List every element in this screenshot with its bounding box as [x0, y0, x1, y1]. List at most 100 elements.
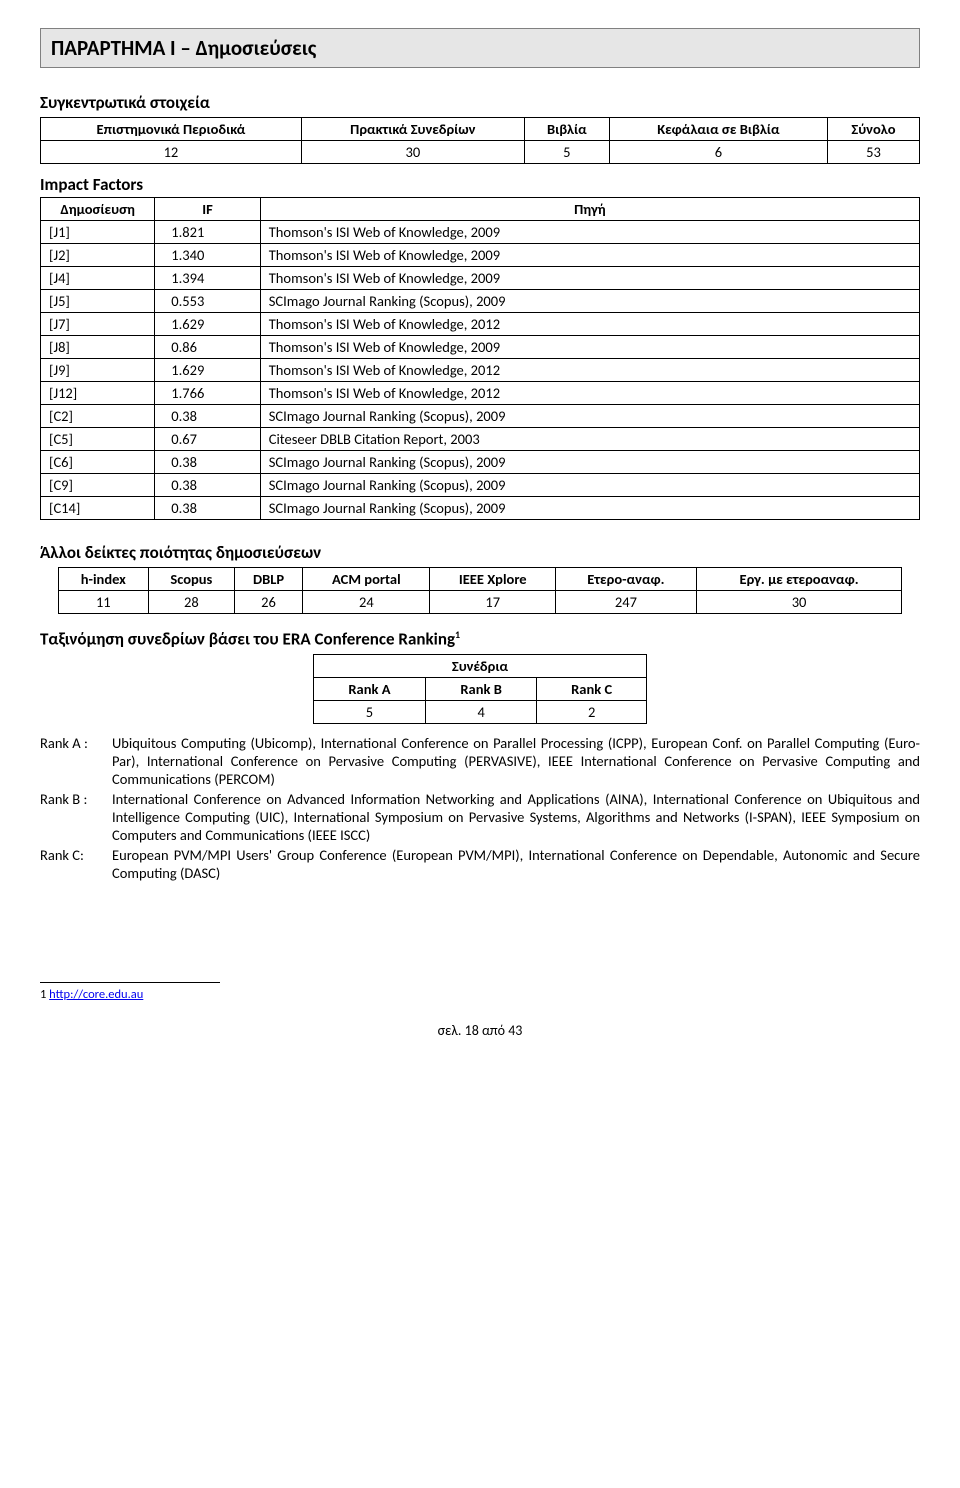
cell: Thomson's ISI Web of Knowledge, 2009	[260, 221, 919, 244]
col-header: IEEE Xplore	[430, 568, 556, 591]
cell: 26	[234, 591, 303, 614]
cell: SCImago Journal Ranking (Scopus), 2009	[260, 405, 919, 428]
cell: SCImago Journal Ranking (Scopus), 2009	[260, 474, 919, 497]
cell: 0.86	[155, 336, 260, 359]
cell: [C2]	[41, 405, 155, 428]
cell: [J9]	[41, 359, 155, 382]
rank-a-text: Ubiquitous Computing (Ubicomp), Internat…	[112, 734, 920, 788]
cell: [C6]	[41, 451, 155, 474]
cell: 0.38	[155, 451, 260, 474]
table-row: [J5]0.553SCImago Journal Ranking (Scopus…	[41, 290, 920, 313]
cell: 1.629	[155, 313, 260, 336]
cell: Thomson's ISI Web of Knowledge, 2012	[260, 313, 919, 336]
col-header: IF	[155, 198, 260, 221]
cell: 0.67	[155, 428, 260, 451]
table-row: [C6]0.38SCImago Journal Ranking (Scopus)…	[41, 451, 920, 474]
col-header: Πρακτικά Συνεδρίων	[301, 118, 524, 141]
cell: 5	[313, 700, 425, 723]
cell: 247	[556, 591, 697, 614]
cell: [C9]	[41, 474, 155, 497]
col-header: Scopus	[149, 568, 235, 591]
quality-index-table: h-index Scopus DBLP ACM portal IEEE Xplo…	[58, 567, 903, 614]
cell: Thomson's ISI Web of Knowledge, 2012	[260, 382, 919, 405]
cell: Thomson's ISI Web of Knowledge, 2009	[260, 267, 919, 290]
cell: 17	[430, 591, 556, 614]
cell: Thomson's ISI Web of Knowledge, 2009	[260, 244, 919, 267]
era-heading-footnote-ref: 1	[455, 628, 460, 641]
cell: [J5]	[41, 290, 155, 313]
cell: [J2]	[41, 244, 155, 267]
cell: 0.38	[155, 497, 260, 520]
cell: [J1]	[41, 221, 155, 244]
impact-factors-table: Δημοσίευση IF Πηγή [J1]1.821Thomson's IS…	[40, 197, 920, 520]
table-row: [J9]1.629Thomson's ISI Web of Knowledge,…	[41, 359, 920, 382]
summary-table: Επιστημονικά Περιοδικά Πρακτικά Συνεδρίω…	[40, 117, 920, 164]
col-header: ACM portal	[303, 568, 430, 591]
rank-b-label: Rank B :	[40, 790, 112, 844]
footnote-link[interactable]: http://core.edu.au	[49, 987, 143, 1002]
cell: 1.340	[155, 244, 260, 267]
cell: 28	[149, 591, 235, 614]
table-row: [C14]0.38SCImago Journal Ranking (Scopus…	[41, 497, 920, 520]
table-row: [J12]1.766Thomson's ISI Web of Knowledge…	[41, 382, 920, 405]
col-header: Κεφάλαια σε Βιβλία	[609, 118, 827, 141]
cell: 2	[537, 700, 647, 723]
page-title: ΠΑΡΑΡΤΗΜΑ Ι – Δημοσιεύσεις	[40, 28, 920, 68]
footnote-separator	[40, 982, 220, 983]
cell: [C5]	[41, 428, 155, 451]
cell: 53	[827, 141, 919, 164]
cell: 12	[41, 141, 302, 164]
col-header: Συνέδρια	[313, 654, 646, 677]
cell: [J7]	[41, 313, 155, 336]
cell: SCImago Journal Ranking (Scopus), 2009	[260, 497, 919, 520]
cell: 5	[524, 141, 609, 164]
cell: 1.629	[155, 359, 260, 382]
col-header: Επιστημονικά Περιοδικά	[41, 118, 302, 141]
cell: 0.38	[155, 405, 260, 428]
cell: SCImago Journal Ranking (Scopus), 2009	[260, 451, 919, 474]
table-row: [J8]0.86Thomson's ISI Web of Knowledge, …	[41, 336, 920, 359]
col-header: Πηγή	[260, 198, 919, 221]
table-row: [J4]1.394Thomson's ISI Web of Knowledge,…	[41, 267, 920, 290]
col-header: Βιβλία	[524, 118, 609, 141]
col-header: Rank A	[313, 677, 425, 700]
cell: 11	[58, 591, 148, 614]
col-header: Rank B	[426, 677, 537, 700]
cell: 4	[426, 700, 537, 723]
era-rank-table: Συνέδρια Rank A Rank B Rank C 5 4 2	[313, 654, 647, 724]
rank-descriptions: Rank A : Ubiquitous Computing (Ubicomp),…	[40, 734, 920, 882]
cell: 30	[301, 141, 524, 164]
cell: 0.553	[155, 290, 260, 313]
cell: Citeseer DBLB Citation Report, 2003	[260, 428, 919, 451]
col-header: Ετερο-αναφ.	[556, 568, 697, 591]
summary-heading: Συγκεντρωτικά στοιχεία	[40, 92, 920, 113]
era-heading-text: Ταξινόμηση συνεδρίων βάσει του ERA Confe…	[40, 629, 455, 650]
cell: 6	[609, 141, 827, 164]
rank-c-label: Rank C:	[40, 846, 112, 882]
table-row: [J1]1.821Thomson's ISI Web of Knowledge,…	[41, 221, 920, 244]
footnote: 1 http://core.edu.au	[40, 987, 920, 1002]
cell: Thomson's ISI Web of Knowledge, 2009	[260, 336, 919, 359]
quality-heading: Άλλοι δείκτες ποιότητας δημοσιεύσεων	[40, 542, 920, 563]
table-row: [C9]0.38SCImago Journal Ranking (Scopus)…	[41, 474, 920, 497]
col-header: h-index	[58, 568, 148, 591]
col-header: Δημοσίευση	[41, 198, 155, 221]
cell: SCImago Journal Ranking (Scopus), 2009	[260, 290, 919, 313]
cell: 1.821	[155, 221, 260, 244]
rank-b-text: International Conference on Advanced Inf…	[112, 790, 920, 844]
table-row: [J7]1.629Thomson's ISI Web of Knowledge,…	[41, 313, 920, 336]
page-number: σελ. 18 από 43	[40, 1022, 920, 1039]
cell: 30	[696, 591, 902, 614]
cell: Thomson's ISI Web of Knowledge, 2012	[260, 359, 919, 382]
footnote-number: 1	[40, 987, 46, 1002]
rank-c-text: European PVM/MPI Users' Group Conference…	[112, 846, 920, 882]
cell: 24	[303, 591, 430, 614]
table-row: [C5]0.67Citeseer DBLB Citation Report, 2…	[41, 428, 920, 451]
col-header: Rank C	[537, 677, 647, 700]
impact-factors-heading: Impact Factors	[40, 174, 920, 195]
table-row: [C2]0.38SCImago Journal Ranking (Scopus)…	[41, 405, 920, 428]
rank-a-label: Rank A :	[40, 734, 112, 788]
cell: [J4]	[41, 267, 155, 290]
col-header: Εργ. με ετεροαναφ.	[696, 568, 902, 591]
col-header: DBLP	[234, 568, 303, 591]
